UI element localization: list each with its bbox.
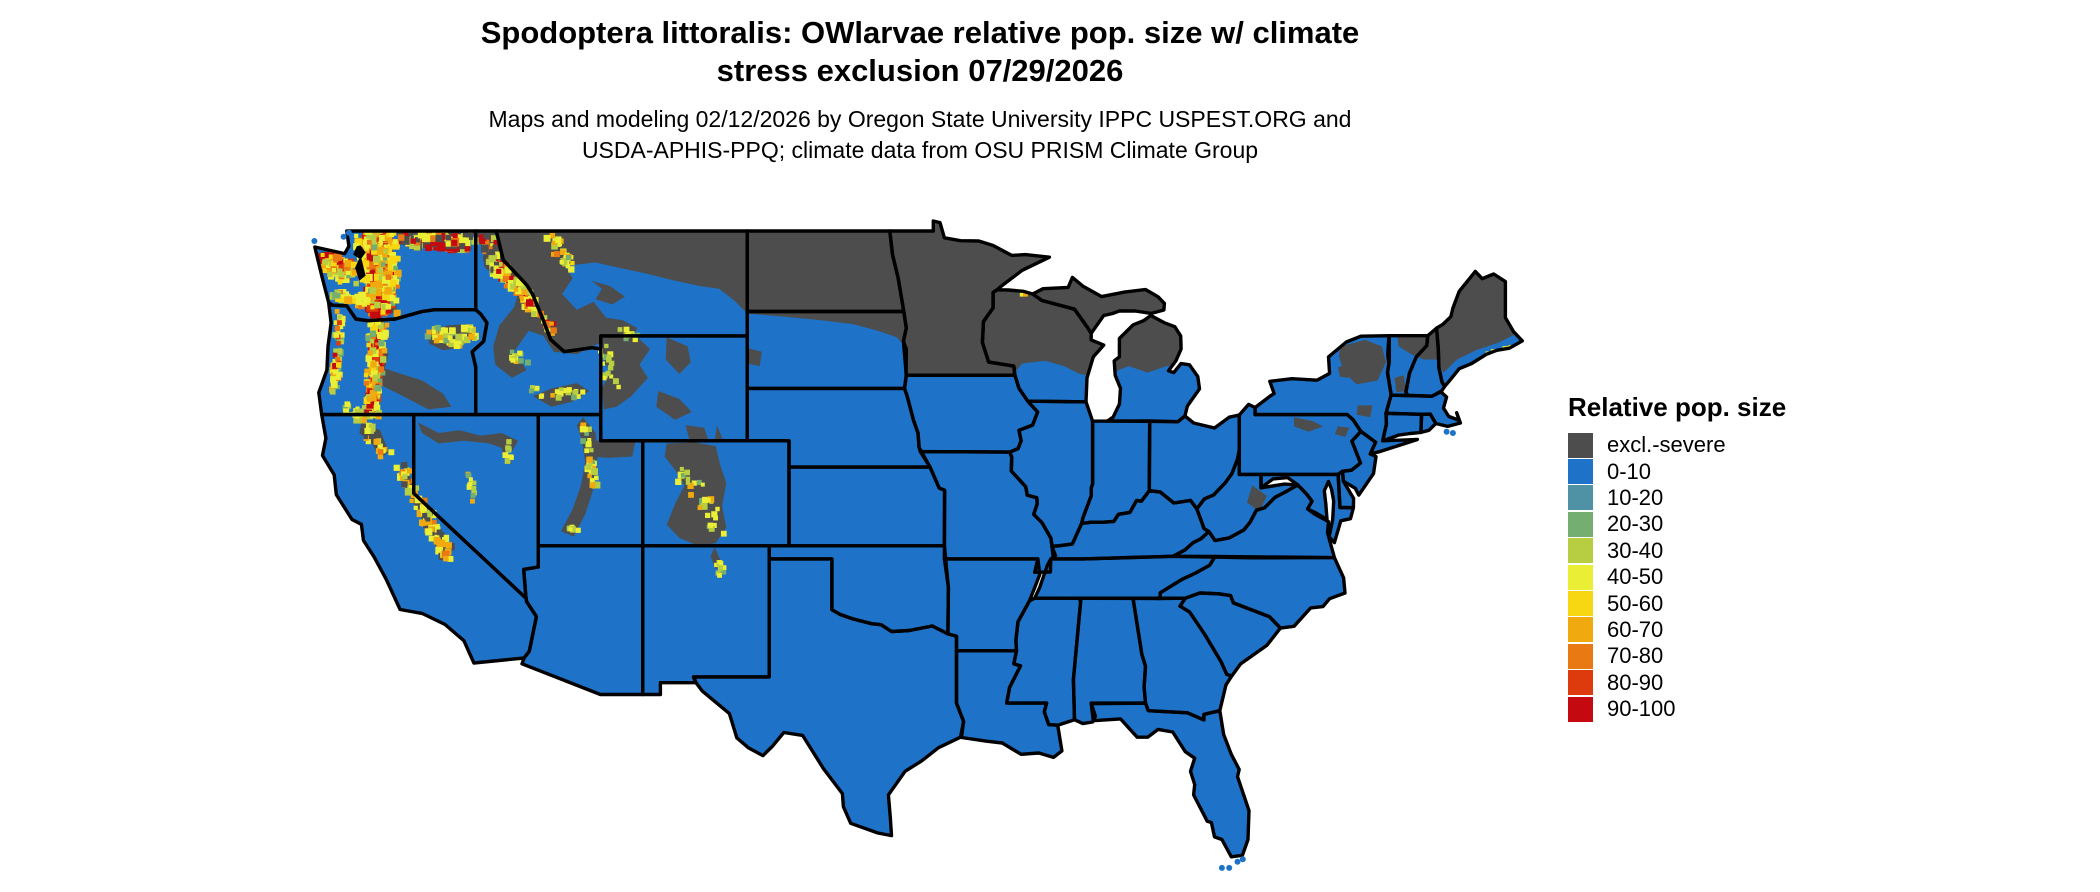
legend-item: 70-80 bbox=[1568, 643, 1888, 669]
legend-label: excl.-severe bbox=[1607, 432, 1726, 458]
legend-label: 40-50 bbox=[1607, 564, 1664, 590]
map-legend: Relative pop. size excl.-severe 0-10 10-20… bbox=[1568, 392, 1888, 722]
legend-label: 10-20 bbox=[1607, 484, 1664, 510]
legend-item: 90-100 bbox=[1568, 696, 1888, 722]
legend-swatch bbox=[1568, 485, 1593, 511]
legend-swatch bbox=[1568, 511, 1593, 537]
legend-swatch bbox=[1568, 432, 1593, 458]
legend-label: 30-40 bbox=[1607, 537, 1664, 563]
legend-item: 40-50 bbox=[1568, 564, 1888, 590]
map-subtitle-line1: Maps and modeling 02/12/2026 by Oregon S… bbox=[488, 106, 1352, 132]
legend-item: 60-70 bbox=[1568, 617, 1888, 643]
legend-item: 20-30 bbox=[1568, 511, 1888, 537]
legend-items: excl.-severe 0-10 10-20 20-30 30-40 40-50 50-6… bbox=[1568, 432, 1888, 722]
legend-label: 90-100 bbox=[1607, 696, 1676, 722]
legend-item: 50-60 bbox=[1568, 590, 1888, 617]
legend-label: 60-70 bbox=[1607, 616, 1664, 642]
state-borders-layer bbox=[313, 219, 1525, 859]
water-features-layer bbox=[353, 245, 1391, 369]
legend-swatch bbox=[1568, 564, 1593, 590]
figure-header: Spodoptera littoralis: OWlarvae relative… bbox=[0, 14, 1840, 166]
legend-label: 70-80 bbox=[1607, 643, 1664, 669]
legend-label: 20-30 bbox=[1607, 511, 1664, 537]
legend-swatch bbox=[1568, 617, 1593, 643]
map-title-line1: Spodoptera littoralis: OWlarvae relative… bbox=[480, 15, 1360, 50]
population-hotspots-layer bbox=[314, 221, 1519, 578]
legend-title: Relative pop. size bbox=[1568, 392, 1787, 422]
legend-label: 80-90 bbox=[1607, 669, 1664, 695]
legend-swatch bbox=[1568, 696, 1593, 722]
legend-item: excl.-severe bbox=[1568, 432, 1888, 458]
map-title: Spodoptera littoralis: OWlarvae relative… bbox=[0, 14, 1840, 90]
legend-label: 50-60 bbox=[1607, 590, 1664, 616]
legend-swatch bbox=[1568, 643, 1593, 669]
map-subtitle-line2: USDA-APHIS-PPQ; climate data from OSU PR… bbox=[581, 137, 1259, 163]
legend-swatch bbox=[1568, 538, 1593, 564]
legend-item: 30-40 bbox=[1568, 538, 1888, 564]
legend-item: 0-10 bbox=[1568, 458, 1888, 485]
legend-swatch bbox=[1568, 459, 1593, 485]
legend-item: 10-20 bbox=[1568, 485, 1888, 511]
legend-item: 80-90 bbox=[1568, 670, 1888, 696]
map-title-line2: stress exclusion 07/29/2026 bbox=[716, 53, 1124, 88]
map-subtitle: Maps and modeling 02/12/2026 by Oregon S… bbox=[0, 104, 1840, 166]
legend-swatch bbox=[1568, 591, 1593, 617]
legend-label: 0-10 bbox=[1607, 458, 1652, 484]
island-dots-layer bbox=[311, 229, 1456, 871]
legend-swatch bbox=[1568, 670, 1593, 696]
